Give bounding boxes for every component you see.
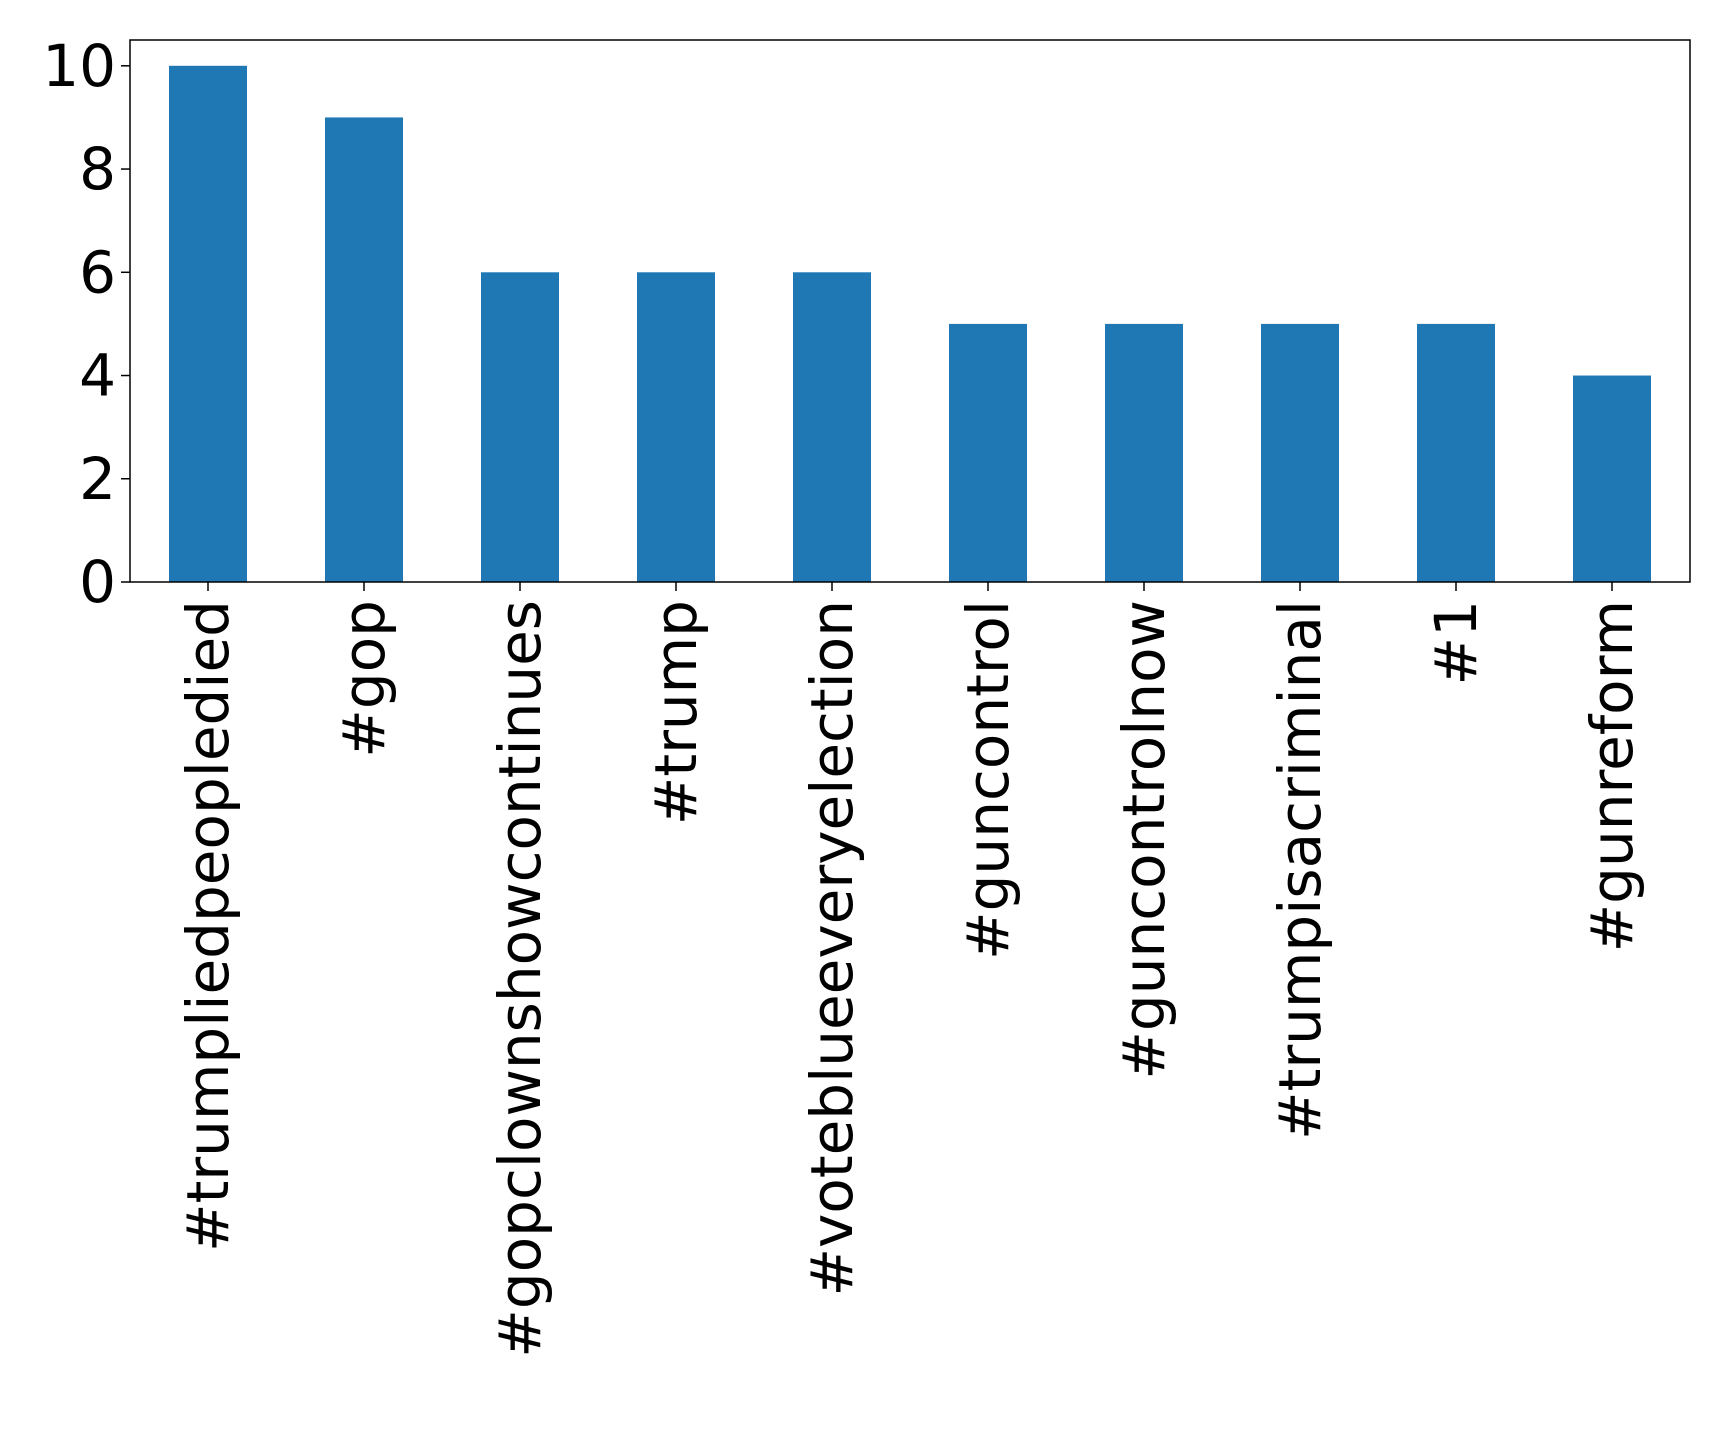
bar-1 [325,117,403,582]
bar-3 [637,272,715,582]
y-axis: 0 2 4 6 8 10 [42,32,130,616]
x-tick-label: #guncontrol [954,600,1022,960]
plot-frame [129,39,1691,583]
x-tick-label: #trumpliedpeopledied [174,600,242,1252]
bar-2 [481,272,559,582]
x-tick-label: #guncontrolnow [1110,600,1178,1080]
x-tick-label: #1 [1422,600,1490,686]
bar-5 [949,323,1027,582]
x-tick-label: #trumpisacriminal [1266,600,1334,1140]
x-tick-label: #voteblueeveryelection [798,600,866,1297]
x-tick-label: #gunreform [1578,600,1646,952]
bar-9 [1573,375,1651,582]
x-tick-label: #gopclownshowcontinues [486,600,554,1358]
x-tick-label: #gop [330,600,398,758]
x-axis: #trumpliedpeopledied #gop #gopclownshowcon… [174,582,1646,1358]
y-tick-label: 8 [79,135,116,203]
y-tick-label: 10 [42,32,116,100]
bar-8 [1417,323,1495,582]
bar-7 [1261,323,1339,582]
bars-group [169,65,1651,583]
bar-4 [793,272,871,582]
bar-6 [1105,323,1183,582]
y-tick-label: 6 [79,238,116,306]
x-tick-label: #trump [642,600,710,825]
y-tick-label: 0 [79,548,116,616]
bar-0 [169,65,247,583]
y-tick-label: 2 [79,445,116,513]
y-tick-label: 4 [79,342,116,410]
